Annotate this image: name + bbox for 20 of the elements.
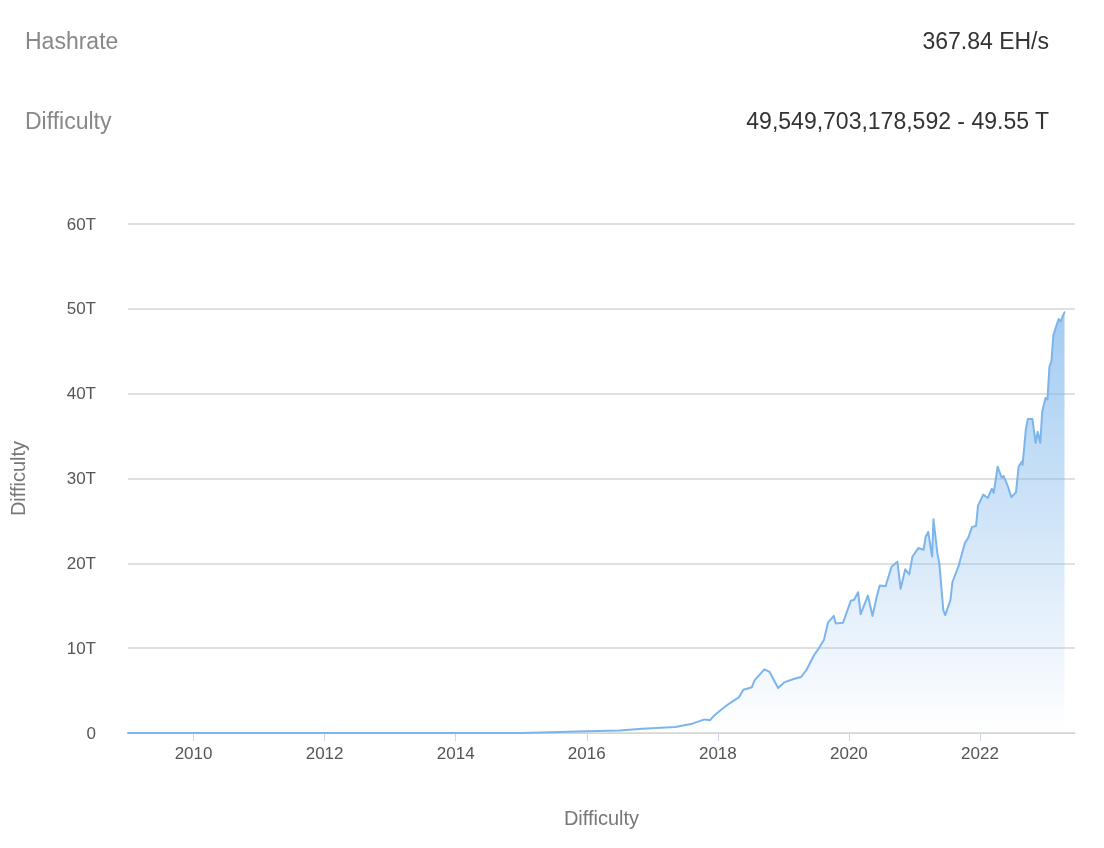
y-axis-title: Difficulty: [7, 440, 29, 517]
y-tick-label: 0: [86, 723, 96, 743]
y-tick-label: 30T: [66, 469, 96, 488]
text: Hashrate: [25, 28, 119, 55]
text: 367.84 EH/s: [922, 28, 1049, 55]
text: 49,549,703,178,592 - 49.55 T: [746, 108, 1049, 135]
text: Difficulty: [25, 108, 112, 135]
x-tick-label: 2022: [961, 744, 999, 763]
x-tick-label: 2014: [436, 744, 475, 763]
y-tick-label: 20T: [66, 553, 96, 573]
y-tick-label: 40T: [66, 384, 96, 404]
x-axis-title: Difficulty: [563, 807, 640, 829]
y-tick-label: 60T: [66, 214, 96, 234]
y-tick-label: 10T: [66, 638, 96, 658]
x-tick-label: 2010: [174, 744, 213, 763]
x-tick-label: 2016: [567, 744, 606, 763]
x-tick-label: 2012: [305, 744, 344, 763]
y-tick-label: 50T: [66, 299, 96, 319]
x-tick-label: 2018: [698, 744, 737, 763]
x-tick-label: 2020: [829, 744, 868, 763]
